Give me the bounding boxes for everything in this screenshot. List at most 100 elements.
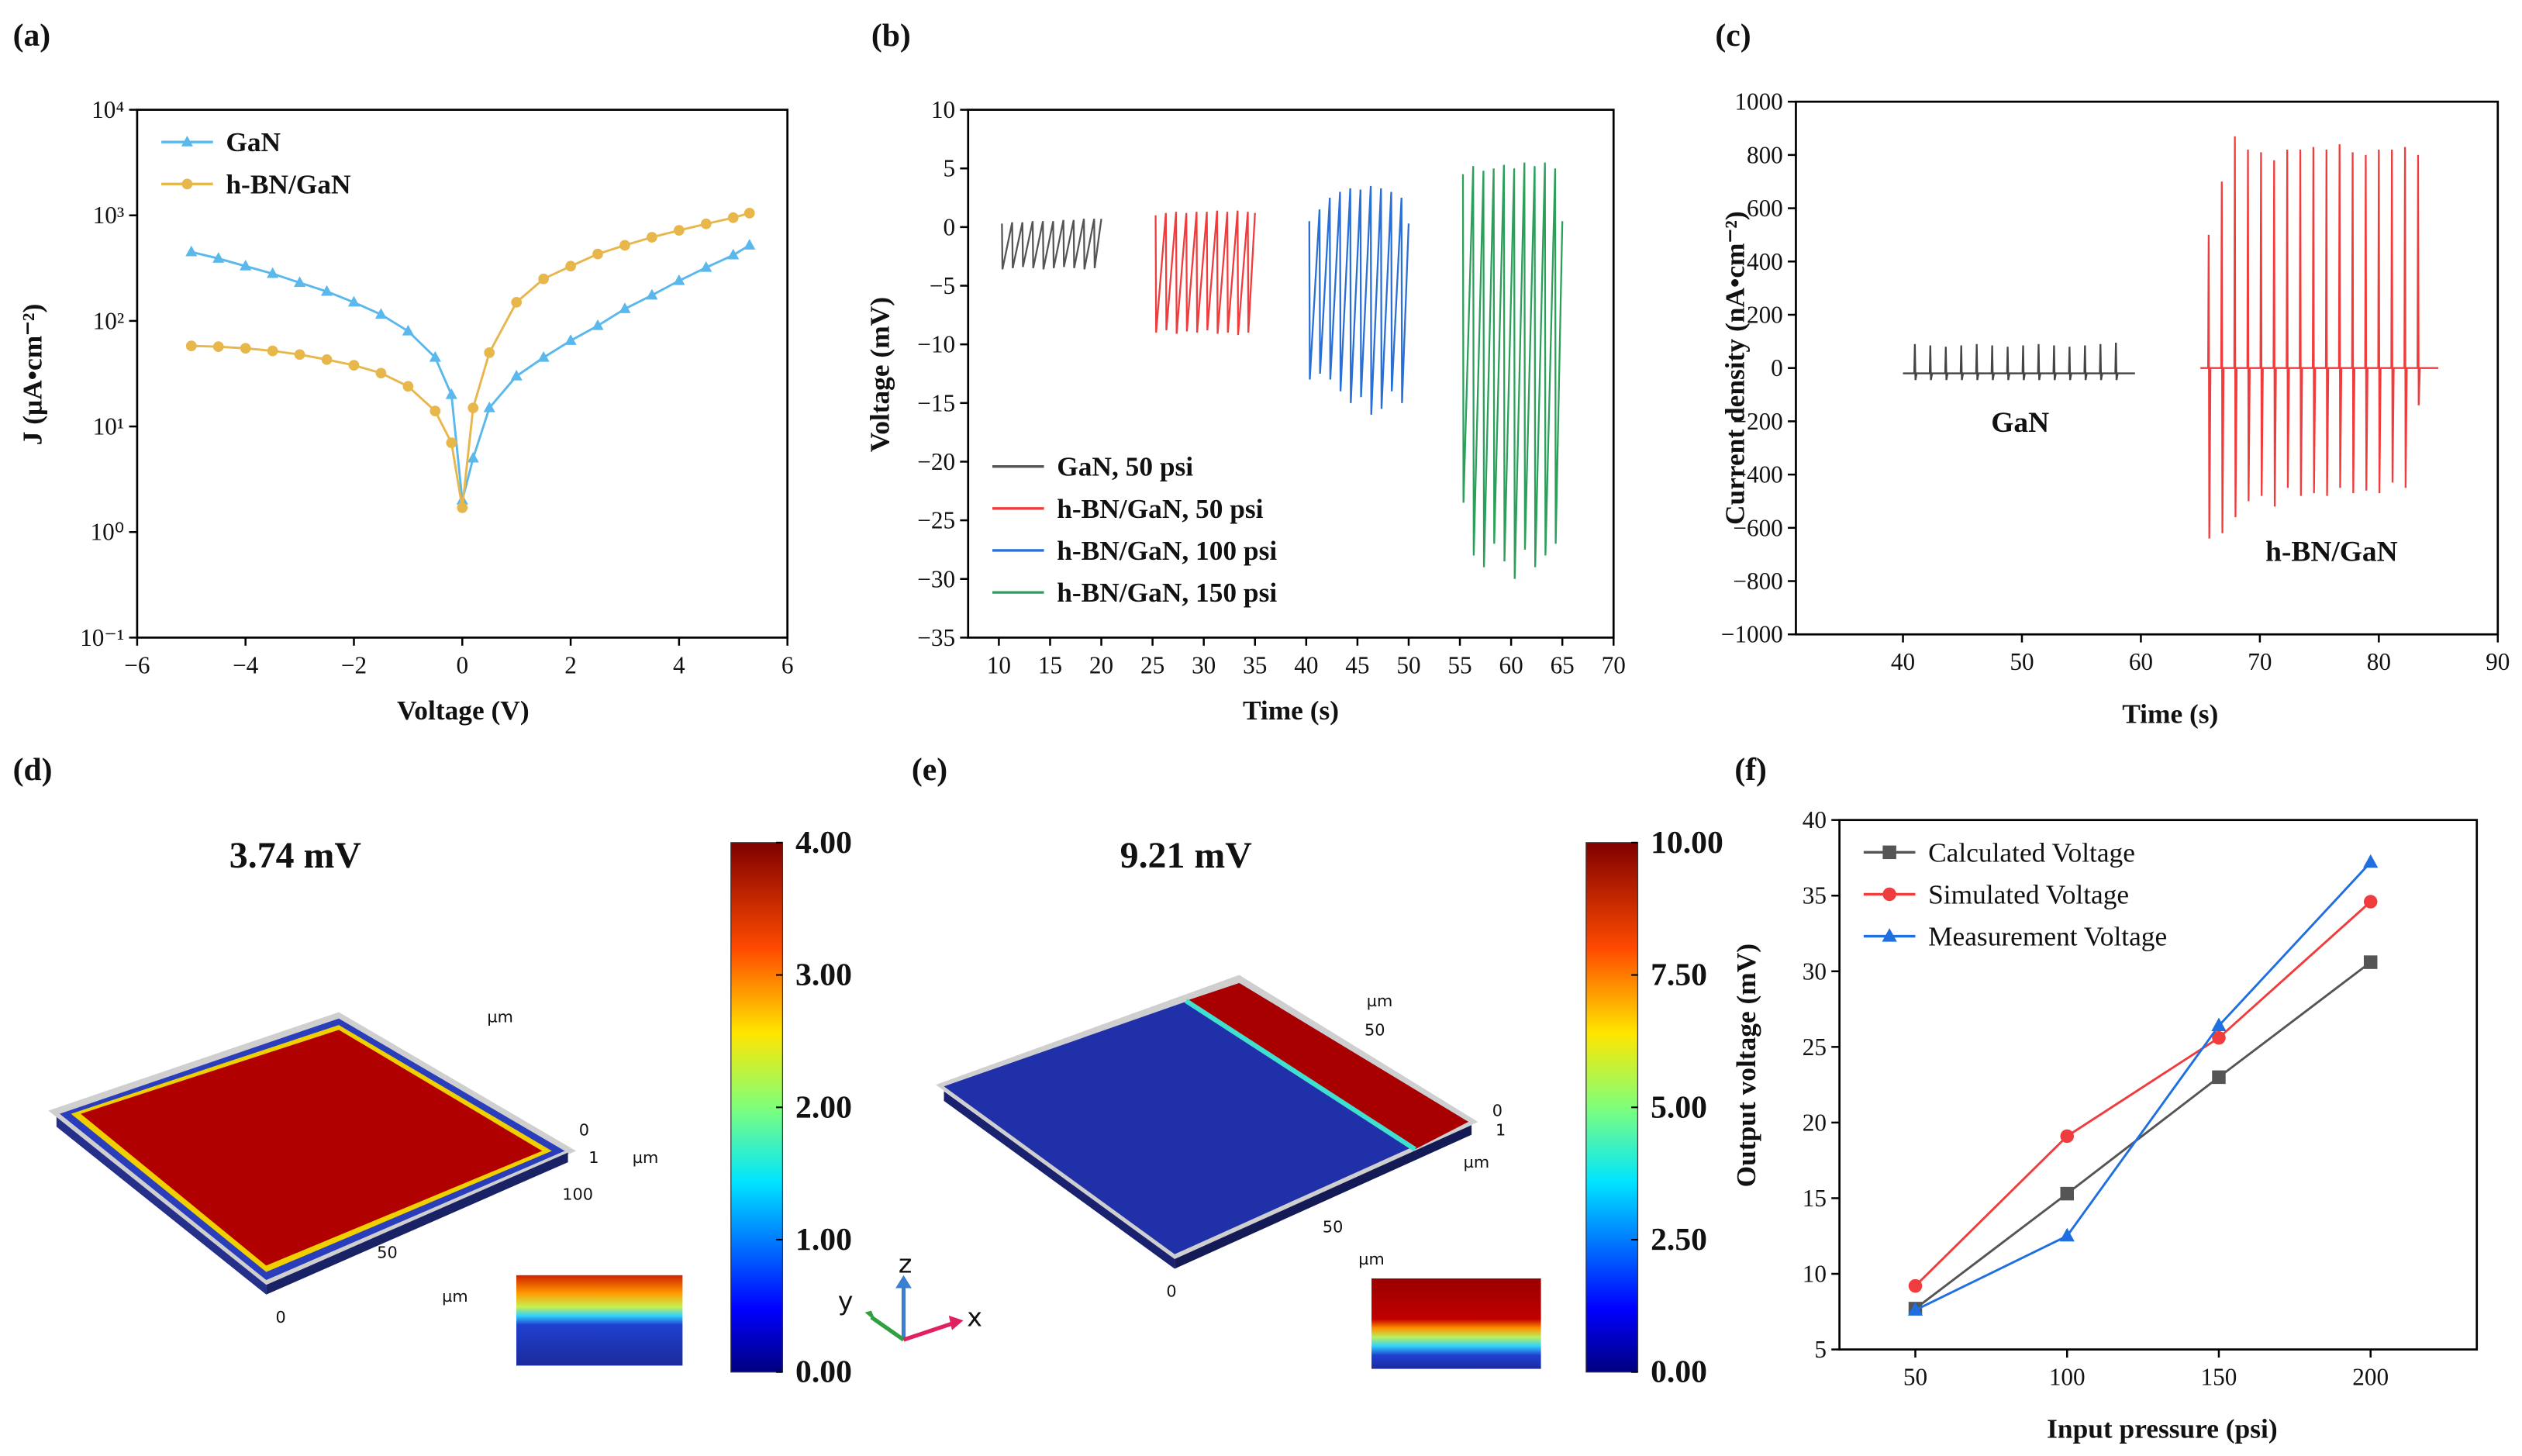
x-tick-label: 2 [564,651,577,678]
marker [347,295,361,307]
axis-label: µm [442,1287,467,1306]
y-axis-label: Output voltage (mV) [1730,944,1761,1187]
colorbar-tick-label: 0.00 [1651,1354,1707,1390]
x-tick-label: 20 [1089,651,1113,678]
y-tick-label: 20 [1803,1109,1827,1136]
y-tick-label: 5 [1814,1336,1827,1363]
marker [700,218,712,229]
marker [2060,1129,2074,1144]
y-tick-label: −20 [917,448,955,475]
axis-label: µm [487,1008,512,1026]
marker [430,405,441,417]
panel-label: (a) [13,18,51,53]
x-tick-label: 50 [2010,648,2034,675]
y-tick-label: 15 [1803,1185,1827,1212]
y-tick-label: 40 [1803,806,1827,833]
colorbar-tick-label: 0.00 [795,1354,852,1390]
x-tick-label: 4 [673,651,685,678]
slab-e [864,975,1541,1369]
marker [510,369,523,381]
marker [2211,1017,2227,1032]
series-line [191,212,750,509]
axis-label: µm [1464,1153,1489,1171]
legend-label: Simulated Voltage [1928,878,2129,909]
marker [212,252,225,263]
legend-label: GaN [226,126,281,157]
y-tick-label: −15 [917,389,955,416]
x-axis-label: Time (s) [1243,695,1339,726]
axis-label: 1 [588,1148,599,1167]
annotation: 3.74 mV [229,835,362,876]
panel-label: (f) [1734,752,1767,788]
marker [484,347,495,358]
series-line [1461,162,1564,579]
marker [181,178,193,190]
x-tick-label: 65 [1551,651,1575,678]
axis-label: 0 [1492,1101,1503,1120]
marker [647,232,657,243]
y-axis-label: J (μA•cm⁻²) [17,304,48,446]
legend-label: h-BN/GaN [226,168,351,199]
x-tick-label: 40 [1294,651,1318,678]
axis-label: µm [1358,1250,1384,1268]
marker [619,240,630,251]
y-tick-label: 30 [1803,957,1827,985]
x-tick-label: 10 [987,651,1011,678]
marker [467,402,479,413]
axis-label: 0 [276,1308,286,1327]
x-axis-label: Time (s) [2122,698,2218,729]
y-tick-label: −10 [917,331,955,358]
x-tick-label: 70 [2248,648,2272,675]
marker [267,267,279,278]
y-tick-label: 10³ [93,202,125,229]
marker [537,350,550,362]
axis-label: µm [1367,992,1392,1010]
annotation: GaN [1991,407,2049,439]
axis-label: 0 [1166,1282,1176,1301]
marker [565,260,576,272]
series-line [1914,961,2372,1310]
legend-label: Measurement Voltage [1928,921,2167,952]
marker [321,354,333,365]
marker [2060,1186,2074,1201]
marker [348,360,360,371]
marker [727,212,739,223]
series-line [1001,219,1102,270]
y-tick-label: −5 [930,272,955,299]
colorbar-tick-label: 2.50 [1651,1222,1707,1258]
panel-label: (e) [912,752,947,788]
marker [700,260,712,272]
x-tick-label: 90 [2486,648,2510,675]
y-tick-label: 0 [943,213,955,240]
marker [483,401,495,412]
marker [445,388,457,399]
marker [1882,845,1896,860]
marker [294,276,306,288]
axis-label: y [838,1286,854,1316]
marker [2212,1030,2226,1045]
marker [673,225,685,236]
marker [181,135,193,147]
y-tick-label: 1000 [1734,88,1782,116]
axis-label: 50 [377,1244,397,1262]
x-tick-label: 70 [1602,651,1626,678]
marker [646,288,658,300]
y-axis-label: Voltage (mV) [864,297,895,452]
y-tick-label: 25 [1803,1033,1827,1061]
marker [212,341,224,353]
y-tick-label: −800 [1733,568,1782,595]
series-line [1914,900,2372,1287]
marker [402,324,414,336]
marker [2212,1070,2226,1085]
axis-label: µm [633,1148,658,1167]
marker [619,302,631,313]
legend-label: h-BN/GaN, 50 psi [1057,493,1263,524]
y-tick-label: −25 [917,507,955,534]
marker [240,343,251,354]
marker [538,273,549,285]
series-line [191,244,750,501]
marker [673,274,685,285]
x-tick-label: 0 [456,651,468,678]
colorbar [1585,842,1639,1373]
